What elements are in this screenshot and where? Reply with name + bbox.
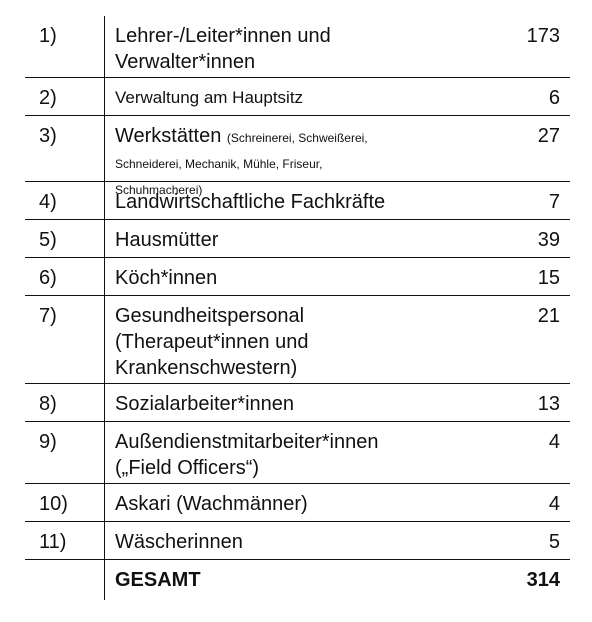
row-number: 5) [25, 220, 105, 257]
staff-table: 1) Lehrer-/Leiter*innen und Verwalter*in… [25, 16, 570, 600]
table-row: 1) Lehrer-/Leiter*innen und Verwalter*in… [25, 16, 570, 78]
row-label: Askari (Wachmänner) [115, 493, 308, 515]
table-row: 10) Askari (Wachmänner) 4 [25, 484, 570, 522]
row-value: 4 [548, 493, 560, 515]
table-row: 2) Verwaltung am Hauptsitz 6 [25, 78, 570, 116]
row-label: Köch*innen [115, 267, 218, 289]
row-value: 4 [548, 431, 560, 453]
row-value: 5 [548, 531, 560, 553]
row-label: Werkstätten (Schreinerei, Schweißerei, S… [115, 125, 368, 197]
table-row: 11) Wäscherinnen 5 [25, 522, 570, 560]
row-number: 3) [25, 116, 105, 181]
row-value: 39 [537, 229, 560, 251]
table-row: 4) Landwirtschaftliche Fachkräfte 7 [25, 182, 570, 220]
row-label: Wäscherinnen [115, 531, 243, 553]
table-row: 5) Hausmütter 39 [25, 220, 570, 258]
row-number: 2) [25, 78, 105, 115]
table-row: 9) Außendienstmitarbeiter*innen („Field … [25, 422, 570, 484]
row-label: Verwaltung am Hauptsitz [115, 88, 304, 107]
row-value: 21 [537, 305, 560, 327]
row-value: 27 [537, 125, 560, 147]
table-row: 3) Werkstätten (Schreinerei, Schweißerei… [25, 116, 570, 197]
row-value: 15 [537, 267, 560, 289]
table-row: 8) Sozialarbeiter*innen 13 [25, 384, 570, 422]
row-number: 8) [25, 384, 105, 421]
row-label: Außendienstmitarbeiter*innen („Field Off… [115, 431, 379, 479]
table-row: 6) Köch*innen 15 [25, 258, 570, 296]
row-label: Lehrer-/Leiter*innen und Verwalter*innen [115, 25, 331, 73]
table-total-row: GESAMT 314 [25, 560, 570, 600]
row-label: Sozialarbeiter*innen [115, 393, 295, 415]
row-number-empty [25, 560, 105, 600]
row-label: Gesundheitspersonal (Therapeut*innen und… [115, 305, 309, 379]
row-value: 173 [526, 25, 560, 47]
row-value: 6 [548, 87, 560, 109]
row-number: 1) [25, 16, 105, 77]
row-number: 6) [25, 258, 105, 295]
row-label: Hausmütter [115, 229, 219, 251]
row-number: 10) [25, 484, 105, 521]
total-value: 314 [526, 569, 560, 591]
row-label-detail: (Schreinerei, Schweißerei, Schneiderei, … [115, 131, 368, 197]
row-value: 13 [537, 393, 560, 415]
total-label: GESAMT [115, 569, 201, 591]
row-number: 4) [25, 182, 105, 219]
row-number: 9) [25, 422, 105, 483]
row-label: Landwirtschaftliche Fachkräfte [115, 191, 386, 213]
table-row: 7) Gesundheitspersonal (Therapeut*innen … [25, 296, 570, 384]
row-number: 11) [25, 522, 105, 559]
row-number: 7) [25, 296, 105, 383]
row-value: 7 [548, 191, 560, 213]
